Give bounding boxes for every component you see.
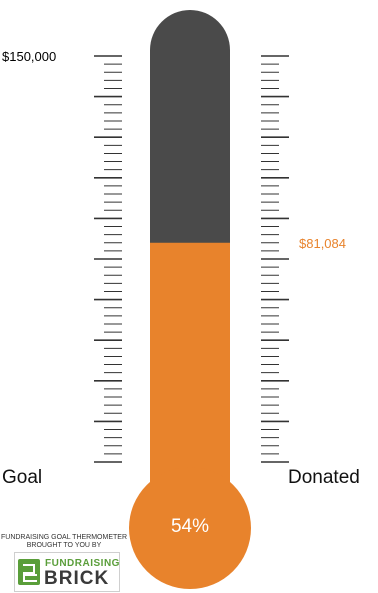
- thermometer-fill: [150, 242, 230, 500]
- logo-text-top: FUNDRAISING: [45, 558, 120, 569]
- percent-label: 54%: [170, 516, 210, 537]
- right-tick-scale: [261, 55, 289, 463]
- goal-amount: $150,000: [2, 49, 57, 64]
- branding-block[interactable]: FUNDRAISING GOAL THERMOMETER BROUGHT TO …: [0, 534, 128, 592]
- donated-amount: $81,084: [299, 236, 346, 251]
- branding-caption-line1: FUNDRAISING GOAL THERMOMETER: [0, 534, 127, 541]
- fundraising-brick-logo[interactable]: FUNDRAISING BRICK: [14, 552, 120, 592]
- donated-label: Donated: [288, 467, 360, 488]
- goal-label: Goal: [2, 467, 43, 488]
- thermometer-bulb: [129, 467, 251, 589]
- left-tick-scale: [94, 55, 122, 463]
- logo-text-bottom: BRICK: [44, 568, 110, 589]
- branding-caption-line2: BROUGHT TO YOU BY: [26, 542, 102, 549]
- brick-logo-icon: [18, 559, 40, 585]
